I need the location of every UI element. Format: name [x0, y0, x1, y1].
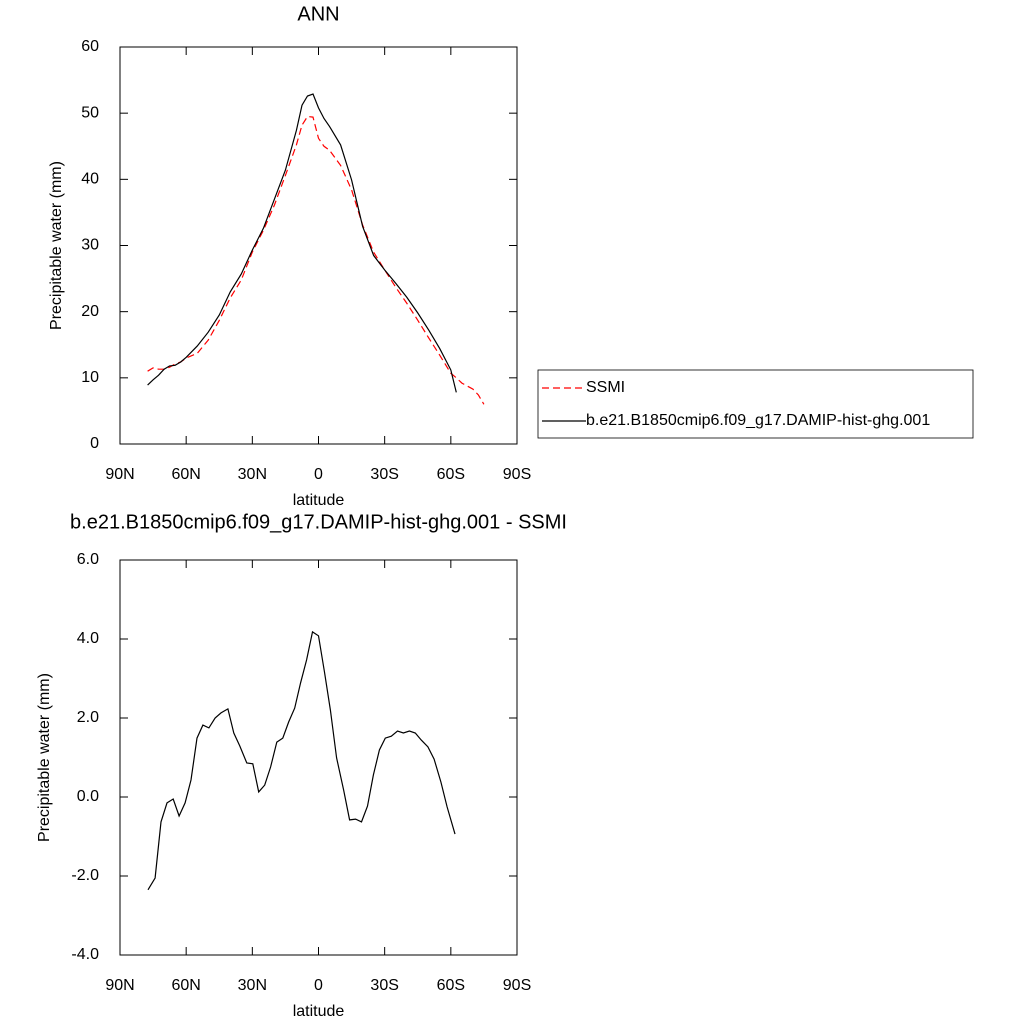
y-tick-label: 2.0	[77, 709, 99, 726]
x-tick-label: 60N	[171, 977, 200, 994]
x-axis-label: latitude	[293, 492, 345, 509]
y-tick-label: 40	[81, 171, 99, 188]
x-tick-label: 60S	[437, 977, 465, 994]
x-tick-label: 90N	[105, 466, 134, 483]
y-tick-label: 4.0	[77, 630, 99, 647]
data-line	[147, 115, 485, 405]
y-tick-label: 10	[81, 369, 99, 386]
y-tick-label: -2.0	[71, 867, 99, 884]
x-tick-label: 90S	[503, 466, 531, 483]
x-tick-label: 90N	[105, 977, 134, 994]
x-tick-label: 30S	[370, 977, 398, 994]
y-tick-label: -4.0	[71, 946, 99, 963]
legend-label: b.e21.B1850cmip6.f09_g17.DAMIP-hist-ghg.…	[586, 412, 930, 429]
data-line	[147, 93, 457, 393]
data-line	[147, 630, 456, 891]
y-tick-label: 20	[81, 303, 99, 320]
y-tick-label: 0.0	[77, 788, 99, 805]
legend-frame	[537, 369, 974, 439]
x-tick-label: 60N	[171, 466, 200, 483]
x-tick-label: 90S	[503, 977, 531, 994]
chart-title: b.e21.B1850cmip6.f09_g17.DAMIP-hist-ghg.…	[70, 511, 567, 533]
y-axis-label: Precipitable water (mm)	[48, 161, 65, 330]
plot-frame	[119, 559, 518, 956]
x-tick-label: 30S	[370, 466, 398, 483]
y-axis-label: Precipitable water (mm)	[36, 673, 53, 842]
x-tick-label: 0	[314, 466, 323, 483]
y-tick-label: 30	[81, 237, 99, 254]
x-axis-label: latitude	[293, 1003, 345, 1020]
x-tick-label: 0	[314, 977, 323, 994]
legend-label: SSMI	[586, 379, 625, 396]
x-tick-label: 30N	[238, 466, 267, 483]
y-tick-label: 6.0	[77, 551, 99, 568]
y-tick-label: 0	[90, 435, 99, 452]
chart-title: ANN	[297, 3, 339, 25]
y-tick-label: 60	[81, 38, 99, 55]
x-tick-label: 30N	[238, 977, 267, 994]
x-tick-label: 60S	[437, 466, 465, 483]
y-tick-label: 50	[81, 104, 99, 121]
